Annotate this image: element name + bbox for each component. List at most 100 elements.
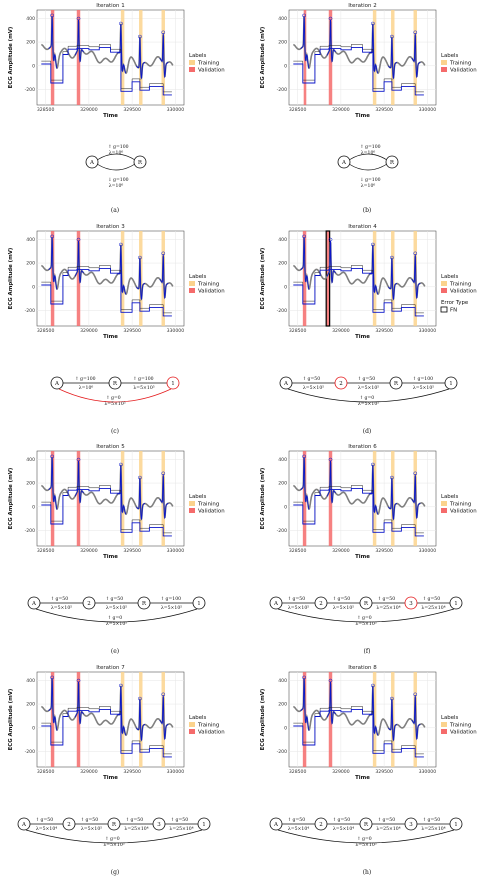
- graph-node-label: R: [142, 601, 147, 607]
- segment-overlay: [136, 37, 145, 79]
- x-tick-label: 328500: [37, 107, 55, 113]
- legend-swatch-validation: [189, 508, 195, 513]
- panel-caption: (c): [111, 428, 119, 435]
- y-tick-label: -200: [25, 749, 36, 755]
- peak-marker: [76, 16, 81, 21]
- legend-swatch-validation: [189, 67, 195, 72]
- segment-fit: [41, 46, 172, 96]
- edge-top-label: g=100: [138, 376, 154, 382]
- legend-training-label: Training: [197, 61, 219, 67]
- panel-title: Iteration 1: [96, 3, 125, 9]
- y-tick-label: -200: [277, 749, 288, 755]
- back-edge-bottom-label: λ=5×10⁵: [103, 842, 124, 848]
- edge-top-label: g=50: [293, 596, 306, 602]
- peak-marker: [328, 16, 333, 21]
- edge-arrow-icon: ↑: [357, 615, 361, 621]
- panel-7: Iteration 7 400 200 0 -200 328500 329000 329500…: [8, 665, 225, 876]
- edge-bottom-label: λ=5×10⁵: [413, 385, 434, 391]
- peak-marker: [413, 251, 418, 256]
- segment-overlay: [411, 254, 421, 300]
- legend-validation-label: Validation: [450, 68, 477, 74]
- segment-overlay: [136, 699, 145, 741]
- segment-overlay: [136, 258, 145, 300]
- back-edge-bottom-label: λ=5×10⁵: [358, 401, 379, 407]
- edge-bottom-label: λ=5×10⁵: [106, 605, 127, 611]
- y-tick-label: -200: [277, 87, 288, 93]
- legend-title: Labels: [189, 494, 207, 500]
- x-tick-label: 328500: [37, 328, 55, 334]
- x-tick-label: 330000: [419, 107, 437, 113]
- edge-arrow-icon: ↑: [36, 817, 40, 823]
- edge-bottom-label: λ=5×10⁵: [133, 385, 154, 391]
- segment-overlay: [411, 474, 421, 520]
- graph-node: [82, 596, 96, 610]
- edge-top-label: g=100: [365, 177, 381, 183]
- edge-arrow-icon: ↑: [288, 817, 292, 823]
- legend-title: Labels: [189, 715, 207, 721]
- graph-node-label: 2: [339, 381, 343, 387]
- segment-overlay: [74, 681, 84, 725]
- graph-node-label: R: [364, 601, 369, 607]
- peak-marker: [390, 34, 394, 39]
- y-tick-label: 400: [26, 16, 35, 22]
- peak-marker: [328, 237, 333, 242]
- legend-training-label: Training: [449, 502, 471, 508]
- edge-top-label: g=50: [111, 596, 124, 602]
- graph-edge: [348, 163, 388, 171]
- y-tick-label: 400: [278, 678, 287, 684]
- ecg-signal: [41, 678, 174, 743]
- x-tick-label: 329500: [375, 328, 393, 334]
- segment-fit: [41, 708, 172, 758]
- ecg-signal: [41, 16, 174, 81]
- legend-swatch-fn: [440, 306, 448, 313]
- x-axis-label: Time: [355, 775, 370, 781]
- segment-fit: [41, 267, 172, 317]
- legend-training-label: Training: [197, 502, 219, 508]
- segment-overlay: [74, 240, 84, 284]
- x-tick-label: 328500: [37, 548, 55, 554]
- back-edge-top-label: g=0: [362, 836, 372, 842]
- peak-marker: [302, 675, 306, 680]
- edge-arrow-icon: ↑: [413, 376, 417, 382]
- edge-arrow-icon: ↑: [358, 376, 362, 382]
- edge-top-label: g=100: [365, 144, 381, 150]
- validation-region: [76, 451, 81, 546]
- edge-bottom-label: λ=10⁶: [79, 385, 94, 391]
- back-edge-top-label: g=0: [113, 615, 123, 621]
- panel-caption: (d): [363, 428, 372, 435]
- segment-overlay: [411, 33, 421, 79]
- graph-node-label: A: [273, 601, 279, 607]
- graph-node-label: R: [112, 822, 117, 828]
- x-tick-label: 330000: [167, 107, 185, 113]
- edge-top-label: g=50: [363, 376, 376, 382]
- x-tick-label: 329000: [80, 548, 98, 554]
- edge-top-label: g=50: [428, 817, 441, 823]
- graph-node: [50, 376, 64, 390]
- graph-node-label: 2: [87, 601, 91, 607]
- y-axis-label: ECG Amplitude (mV): [260, 248, 266, 310]
- graph-node-label: R: [138, 160, 143, 166]
- y-tick-label: 200: [278, 702, 287, 708]
- edge-arrow-icon: ↑: [423, 596, 427, 602]
- graph-node-label: R: [390, 160, 395, 166]
- peak-marker: [390, 255, 394, 260]
- x-tick-label: 329000: [332, 548, 350, 554]
- y-tick-label: 0: [32, 725, 35, 731]
- graph-node-label: 3: [409, 601, 413, 607]
- x-tick-label: 329500: [123, 548, 141, 554]
- x-tick-label: 329000: [332, 328, 350, 334]
- peak-marker: [76, 678, 81, 683]
- training-region: [372, 451, 377, 546]
- legend-swatch-training: [189, 60, 195, 65]
- edge-top-label: g=50: [293, 817, 306, 823]
- validation-region: [326, 231, 330, 326]
- panel-caption: (b): [363, 207, 372, 214]
- back-edge-bottom-label: λ=5×10⁵: [104, 401, 125, 407]
- back-edge-bottom-label: λ=5×10⁵: [355, 621, 376, 627]
- y-tick-label: 0: [284, 63, 287, 69]
- x-tick-label: 329500: [375, 548, 393, 554]
- edge-top-label: g=50: [338, 817, 351, 823]
- legend-swatch-validation: [441, 67, 447, 72]
- edge-top-label: g=100: [80, 376, 96, 382]
- edge-top-label: g=100: [418, 376, 434, 382]
